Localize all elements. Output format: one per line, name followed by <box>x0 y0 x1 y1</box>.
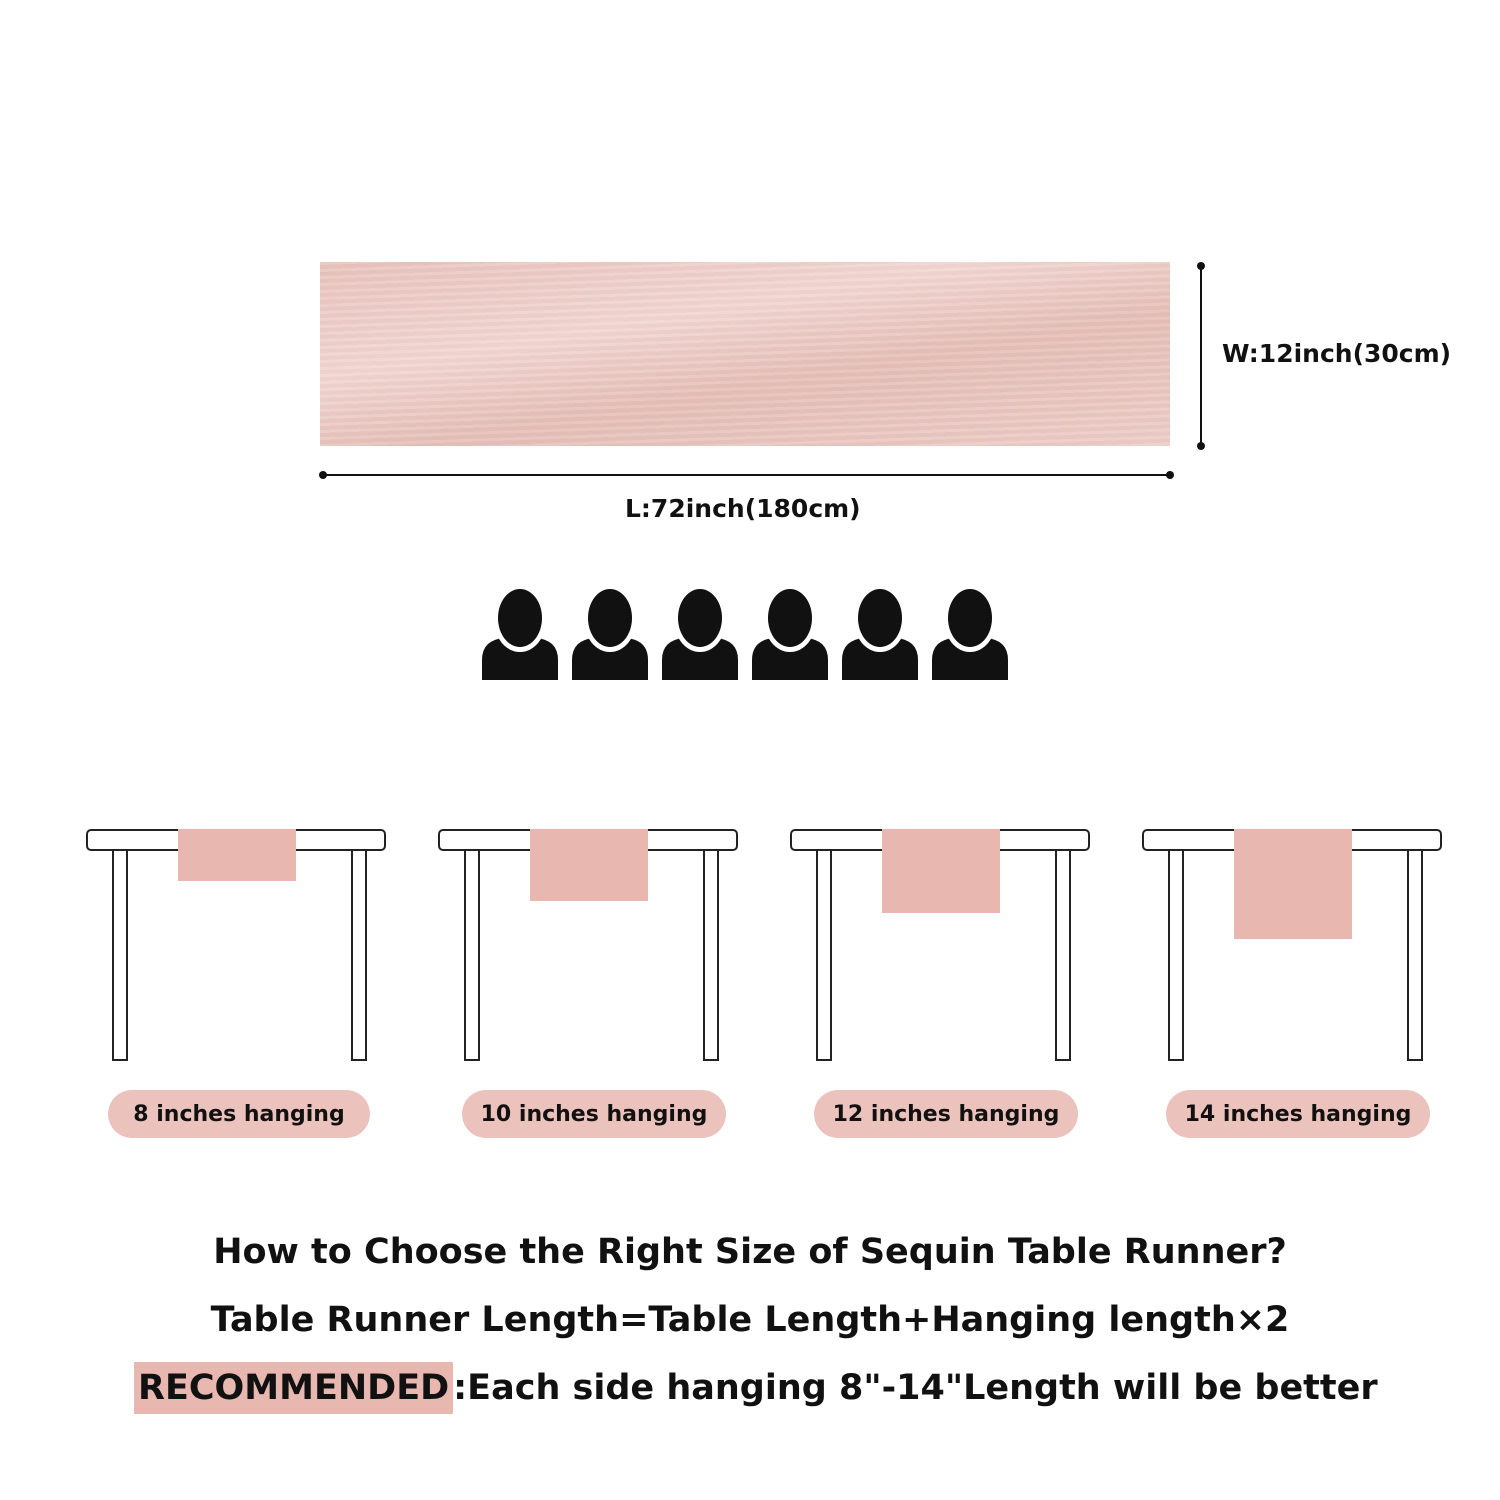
person-icon <box>842 588 918 680</box>
runner-drape <box>882 829 1000 913</box>
table-example: 10 inches hanging <box>438 826 743 1138</box>
table-leg-left <box>816 851 832 1061</box>
recommended-highlight: RECOMMENDED <box>134 1362 454 1414</box>
runner-drape <box>1234 829 1352 939</box>
person-icon <box>482 588 558 680</box>
hanging-label: 8 inches hanging <box>108 1090 370 1138</box>
length-dimension-endpoint-right <box>1166 471 1174 479</box>
table-runner-swatch <box>320 262 1170 446</box>
table-leg-right <box>1407 851 1423 1061</box>
length-dimension-line <box>322 474 1170 476</box>
table-example: 8 inches hanging <box>86 826 391 1138</box>
runner-drape <box>178 829 296 881</box>
person-icon <box>662 588 738 680</box>
question-heading: How to Choose the Right Size of Sequin T… <box>213 1232 1287 1272</box>
hanging-label: 10 inches hanging <box>462 1090 726 1138</box>
hanging-label: 12 inches hanging <box>814 1090 1078 1138</box>
people-row <box>482 588 1012 680</box>
width-label: W:12inch(30cm) <box>1222 339 1452 368</box>
recommendation-text: :Each side hanging 8"-14"Length will be … <box>453 1368 1378 1408</box>
recommendation-line: RECOMMENDED:Each side hanging 8"-14"Leng… <box>134 1362 1474 1414</box>
table-leg-right <box>351 851 367 1061</box>
table-leg-right <box>703 851 719 1061</box>
table-leg-left <box>112 851 128 1061</box>
table-leg-left <box>464 851 480 1061</box>
person-icon <box>932 588 1008 680</box>
hanging-label: 14 inches hanging <box>1166 1090 1430 1138</box>
table-leg-left <box>1168 851 1184 1061</box>
width-dimension-line <box>1200 266 1202 446</box>
person-icon <box>572 588 648 680</box>
length-label: L:72inch(180cm) <box>625 494 861 523</box>
table-leg-right <box>1055 851 1071 1061</box>
formula-text: Table Runner Length=Table Length+Hanging… <box>210 1300 1290 1340</box>
table-example: 14 inches hanging <box>1142 826 1447 1138</box>
person-icon <box>752 588 828 680</box>
runner-drape <box>530 829 648 901</box>
width-dimension-endpoint-bottom <box>1197 442 1205 450</box>
table-hanging-examples: 8 inches hanging 10 inches hanging 12 inch… <box>86 826 1452 1146</box>
table-example: 12 inches hanging <box>790 826 1095 1138</box>
length-dimension-endpoint-left <box>319 471 327 479</box>
width-dimension-endpoint-top <box>1197 262 1205 270</box>
